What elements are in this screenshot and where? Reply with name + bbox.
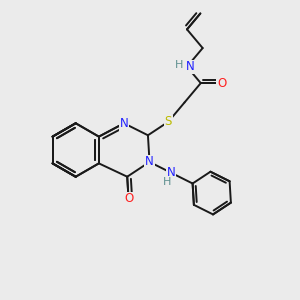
Text: N: N (186, 60, 195, 73)
Text: N: N (145, 155, 154, 169)
Text: H: H (175, 60, 183, 70)
Text: N: N (120, 117, 128, 130)
Text: O: O (124, 193, 133, 206)
Text: H: H (163, 177, 171, 188)
Text: S: S (165, 115, 172, 128)
Text: N: N (167, 167, 176, 179)
Text: O: O (217, 76, 226, 90)
